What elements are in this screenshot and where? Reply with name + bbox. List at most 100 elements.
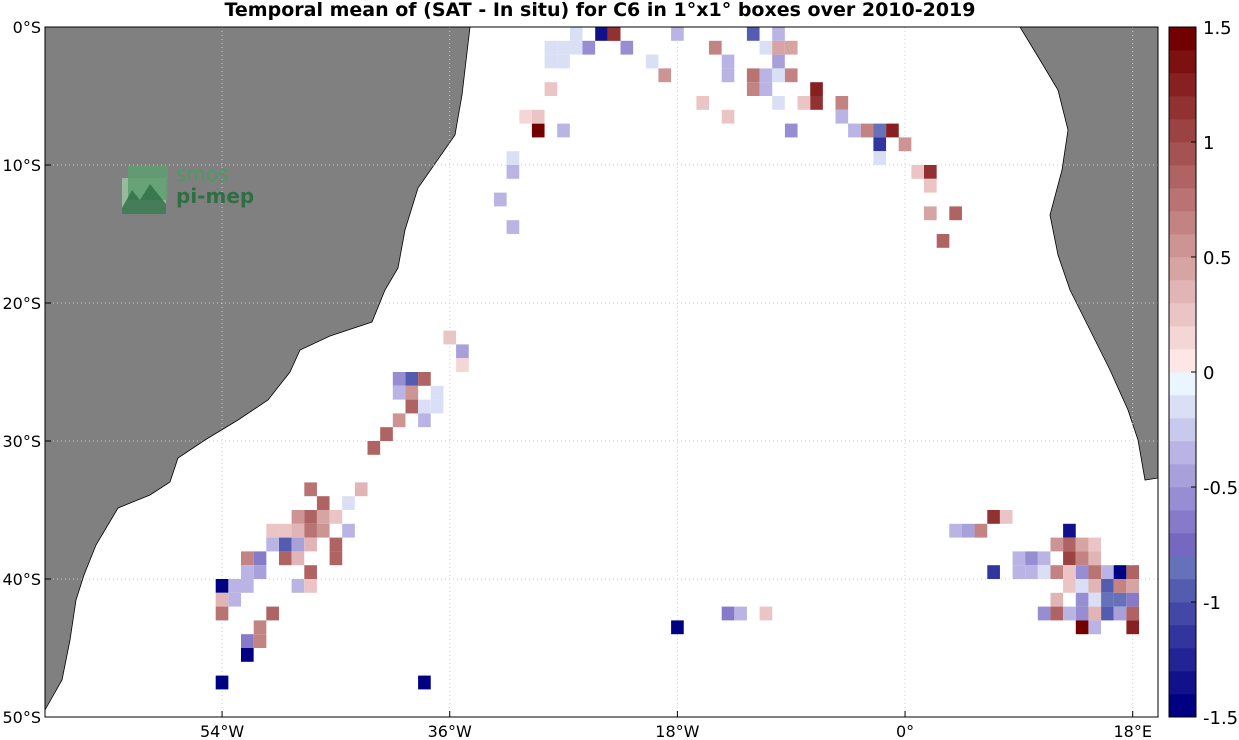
x-axis-ticks: 54°W 36°W 18°W 0° 18°E xyxy=(200,711,1152,740)
colorbar-segment xyxy=(1169,418,1196,442)
data-cell xyxy=(392,372,406,386)
data-cell xyxy=(1101,592,1114,607)
data-cell xyxy=(721,54,735,69)
logo-text-smos: smos xyxy=(176,162,229,186)
data-cell xyxy=(759,40,773,55)
data-cell xyxy=(266,537,279,552)
data-cell xyxy=(418,675,431,690)
data-cell xyxy=(316,523,330,538)
data-cell xyxy=(266,606,279,621)
data-cell xyxy=(873,137,887,152)
data-cell xyxy=(1075,620,1089,635)
colorbar-segment xyxy=(1169,602,1196,626)
data-cell xyxy=(1126,606,1140,621)
data-cell xyxy=(645,54,659,69)
data-cell xyxy=(1088,565,1102,579)
colorbar-segment xyxy=(1169,349,1196,373)
data-cell xyxy=(1075,579,1089,593)
data-cell xyxy=(519,109,532,124)
colorbar-segment xyxy=(1169,50,1196,74)
data-cell xyxy=(873,151,887,165)
data-cell xyxy=(772,68,785,83)
data-cell xyxy=(329,510,343,524)
data-cell xyxy=(1050,592,1064,607)
data-cell xyxy=(696,96,710,110)
colorbar-segment xyxy=(1169,303,1196,327)
data-cell xyxy=(392,413,406,428)
data-cell xyxy=(342,496,355,510)
africa-land xyxy=(1019,27,1158,481)
colorbar-segment xyxy=(1169,464,1196,488)
data-cell xyxy=(557,54,570,69)
data-cell xyxy=(1037,551,1051,566)
colorbar-segment xyxy=(1169,487,1196,511)
data-cell xyxy=(228,592,242,607)
data-cell xyxy=(746,68,760,83)
data-cell xyxy=(241,648,254,662)
data-cell xyxy=(797,96,811,110)
data-cell xyxy=(506,220,520,234)
x-tick-label: 0° xyxy=(896,722,914,740)
data-cell xyxy=(1088,606,1102,621)
data-cell xyxy=(1063,606,1076,621)
data-cell xyxy=(291,579,305,593)
data-cell xyxy=(569,40,583,55)
colorbar-segment xyxy=(1169,96,1196,120)
data-cell xyxy=(759,82,773,96)
data-cell xyxy=(1063,537,1076,552)
data-cell xyxy=(266,523,279,538)
data-cell xyxy=(494,192,507,207)
data-cell xyxy=(405,372,419,386)
y-tick-label: 10°S xyxy=(2,156,41,175)
data-cell xyxy=(456,344,469,359)
data-cell xyxy=(936,234,950,248)
data-cell xyxy=(1101,606,1114,621)
data-cell xyxy=(228,579,242,593)
colorbar-tick-label: 0 xyxy=(1203,363,1214,384)
logo-text-pi-mep: pi-mep xyxy=(176,184,255,208)
x-tick-label: 18°W xyxy=(655,722,699,740)
data-cell xyxy=(1063,523,1076,538)
y-axis-ticks: 0°S 10°S 20°S 30°S 40°S 50°S xyxy=(2,18,51,727)
colorbar-segment xyxy=(1169,648,1196,672)
data-cell xyxy=(924,165,937,179)
data-cell xyxy=(253,634,267,648)
data-cell xyxy=(215,579,229,593)
data-cell xyxy=(557,40,570,55)
data-cell xyxy=(1012,551,1026,566)
data-cell xyxy=(1126,592,1140,607)
y-tick-label: 40°S xyxy=(2,570,41,589)
data-cell xyxy=(1088,537,1102,552)
data-cell xyxy=(1126,620,1140,635)
data-cell xyxy=(772,27,785,41)
data-cell xyxy=(531,109,545,124)
colorbar-segment xyxy=(1169,533,1196,557)
y-tick-label: 0°S xyxy=(13,18,41,37)
data-cell xyxy=(354,482,368,497)
colorbar-tick-label: -0.5 xyxy=(1203,478,1238,499)
data-cell xyxy=(392,385,406,400)
data-cell xyxy=(342,523,355,538)
data-cell xyxy=(759,68,773,83)
data-cell xyxy=(1063,551,1076,566)
colorbar-tick-label: 0.5 xyxy=(1203,248,1232,269)
data-cell xyxy=(1113,579,1127,593)
data-cell xyxy=(873,123,887,138)
data-cell xyxy=(557,123,570,138)
data-cell xyxy=(544,40,558,55)
data-cell xyxy=(367,441,381,455)
data-cell xyxy=(746,27,760,41)
colorbar-segment xyxy=(1169,395,1196,419)
data-cell xyxy=(1025,551,1038,566)
data-cell xyxy=(380,427,393,441)
data-cell xyxy=(810,82,823,96)
colorbar-tick-label: 1 xyxy=(1203,133,1214,154)
data-cell xyxy=(569,27,583,41)
colorbar-segment xyxy=(1169,556,1196,580)
data-cell xyxy=(506,151,520,165)
data-cell xyxy=(215,606,229,621)
data-cell xyxy=(506,165,520,179)
data-cell xyxy=(418,413,431,428)
y-tick-label: 30°S xyxy=(2,432,41,451)
